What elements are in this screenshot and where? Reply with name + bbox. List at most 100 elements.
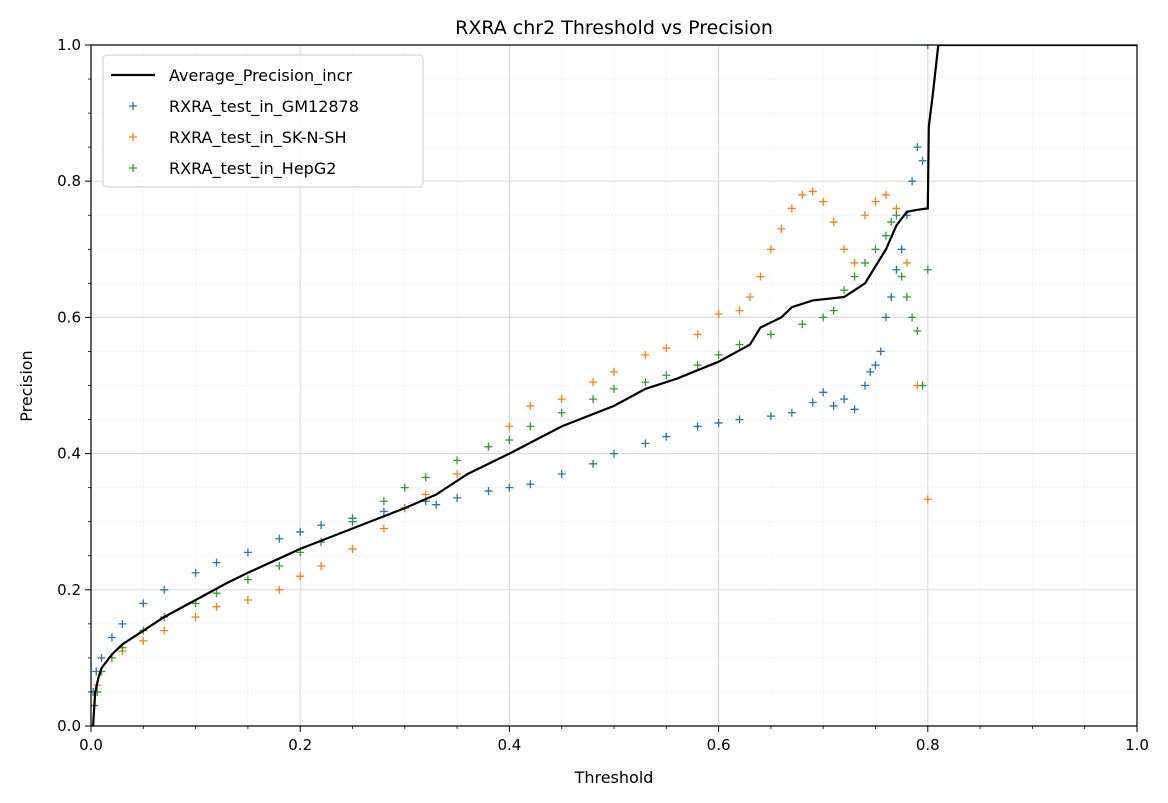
point-RXRA_test_in_GM12878 — [819, 388, 828, 397]
point-RXRA_test_in_GM12878 — [379, 507, 388, 516]
point-RXRA_test_in_GM12878 — [892, 265, 901, 274]
point-RXRA_test_in_SK-N-SH — [850, 258, 859, 267]
point-RXRA_test_in_GM12878 — [191, 568, 200, 577]
point-RXRA_test_in_HepG2 — [557, 408, 566, 417]
point-RXRA_test_in_SK-N-SH — [610, 367, 618, 376]
x-tick-label: 1.0 — [1125, 736, 1149, 754]
series-RXRA_test_in_HepG2 — [91, 211, 932, 710]
point-RXRA_test_in_SK-N-SH — [348, 544, 357, 553]
point-RXRA_test_in_SK-N-SH — [421, 490, 430, 499]
point-RXRA_test_in_SK-N-SH — [160, 626, 169, 635]
legend-label: RXRA_test_in_GM12878 — [169, 97, 359, 117]
line-Average_Precision_incr — [92, 45, 1137, 726]
point-RXRA_test_in_SK-N-SH — [379, 524, 388, 533]
point-RXRA_test_in_GM12878 — [714, 418, 723, 427]
point-RXRA_test_in_GM12878 — [897, 245, 906, 254]
point-RXRA_test_in_SK-N-SH — [505, 422, 514, 431]
x-axis-label: Threshold — [574, 768, 654, 787]
point-RXRA_test_in_HepG2 — [913, 327, 922, 336]
point-RXRA_test_in_GM12878 — [861, 381, 870, 390]
point-RXRA_test_in_HepG2 — [850, 272, 859, 281]
point-RXRA_test_in_HepG2 — [610, 384, 618, 393]
point-RXRA_test_in_HepG2 — [348, 517, 357, 526]
point-RXRA_test_in_HepG2 — [693, 361, 702, 370]
point-RXRA_test_in_SK-N-SH — [735, 306, 744, 315]
point-RXRA_test_in_SK-N-SH — [892, 204, 901, 213]
point-RXRA_test_in_HepG2 — [887, 218, 896, 227]
point-RXRA_test_in_SK-N-SH — [275, 585, 284, 594]
chart-title: RXRA chr2 Threshold vs Precision — [455, 17, 773, 39]
point-RXRA_test_in_GM12878 — [693, 422, 702, 431]
point-RXRA_test_in_SK-N-SH — [766, 245, 775, 254]
point-RXRA_test_in_SK-N-SH — [777, 224, 786, 233]
point-RXRA_test_in_HepG2 — [735, 340, 744, 349]
y-tick-label: 0.6 — [57, 308, 81, 326]
point-RXRA_test_in_SK-N-SH — [923, 495, 932, 504]
point-RXRA_test_in_HepG2 — [829, 306, 838, 315]
point-RXRA_test_in_GM12878 — [850, 405, 859, 414]
point-RXRA_test_in_SK-N-SH — [798, 190, 807, 199]
point-RXRA_test_in_SK-N-SH — [756, 272, 765, 281]
point-RXRA_test_in_HepG2 — [641, 378, 650, 387]
point-RXRA_test_in_SK-N-SH — [902, 258, 911, 267]
point-RXRA_test_in_GM12878 — [662, 432, 671, 441]
point-RXRA_test_in_GM12878 — [787, 408, 796, 417]
point-RXRA_test_in_SK-N-SH — [861, 211, 870, 220]
point-RXRA_test_in_SK-N-SH — [526, 401, 535, 410]
point-RXRA_test_in_GM12878 — [641, 439, 650, 448]
point-RXRA_test_in_GM12878 — [913, 143, 922, 152]
point-RXRA_test_in_GM12878 — [139, 599, 148, 608]
y-tick-label: 0.4 — [57, 445, 81, 463]
point-RXRA_test_in_HepG2 — [861, 258, 870, 267]
point-RXRA_test_in_GM12878 — [212, 558, 221, 567]
x-tick-label: 0.2 — [288, 736, 312, 754]
point-RXRA_test_in_SK-N-SH — [808, 187, 817, 196]
point-RXRA_test_in_HepG2 — [526, 422, 535, 431]
y-tick-label: 0.8 — [57, 172, 81, 190]
point-RXRA_test_in_GM12878 — [505, 483, 514, 492]
point-RXRA_test_in_HepG2 — [243, 575, 252, 584]
legend-box — [102, 54, 424, 188]
point-RXRA_test_in_HepG2 — [212, 589, 221, 598]
y-axis-label: Precision — [17, 350, 36, 421]
point-RXRA_test_in_GM12878 — [908, 177, 917, 186]
point-RXRA_test_in_GM12878 — [808, 398, 817, 407]
point-RXRA_test_in_HepG2 — [923, 265, 932, 274]
point-RXRA_test_in_SK-N-SH — [819, 197, 828, 206]
point-RXRA_test_in_HepG2 — [892, 211, 901, 220]
point-RXRA_test_in_SK-N-SH — [641, 350, 650, 359]
point-RXRA_test_in_HepG2 — [379, 497, 388, 506]
point-RXRA_test_in_GM12878 — [918, 156, 927, 165]
point-RXRA_test_in_HepG2 — [421, 473, 430, 482]
point-RXRA_test_in_GM12878 — [866, 367, 875, 376]
y-tick-label: 0.2 — [57, 581, 81, 599]
point-RXRA_test_in_SK-N-SH — [317, 561, 326, 570]
point-RXRA_test_in_SK-N-SH — [745, 292, 754, 301]
point-RXRA_test_in_HepG2 — [908, 313, 917, 322]
legend-marker-swatch — [129, 102, 137, 110]
point-RXRA_test_in_HepG2 — [918, 381, 927, 390]
point-RXRA_test_in_GM12878 — [589, 459, 598, 468]
point-RXRA_test_in_GM12878 — [317, 521, 326, 530]
point-RXRA_test_in_GM12878 — [871, 361, 880, 370]
point-RXRA_test_in_GM12878 — [735, 415, 744, 424]
point-RXRA_test_in_GM12878 — [766, 412, 775, 421]
series-RXRA_test_in_GM12878 — [91, 45, 932, 696]
point-RXRA_test_in_HepG2 — [662, 371, 671, 380]
point-RXRA_test_in_GM12878 — [610, 449, 618, 458]
point-RXRA_test_in_HepG2 — [881, 231, 890, 240]
point-RXRA_test_in_HepG2 — [798, 320, 807, 329]
point-RXRA_test_in_GM12878 — [160, 585, 169, 594]
legend-marker-swatch — [129, 133, 137, 141]
point-RXRA_test_in_SK-N-SH — [840, 245, 849, 254]
ticks: 0.0 0.2 0.4 0.6 0.8 1.0 0.0 0.2 0.4 0.6 0.8 1.0 — [57, 36, 1149, 754]
legend: Average_Precision_incr RXRA_test_in_GM128… — [102, 54, 424, 188]
legend-label: RXRA_test_in_SK-N-SH — [169, 128, 346, 148]
point-RXRA_test_in_SK-N-SH — [191, 613, 200, 622]
point-RXRA_test_in_HepG2 — [819, 313, 828, 322]
point-RXRA_test_in_HepG2 — [453, 456, 462, 465]
point-RXRA_test_in_GM12878 — [296, 527, 305, 536]
point-RXRA_test_in_HepG2 — [897, 272, 906, 281]
point-RXRA_test_in_SK-N-SH — [787, 204, 796, 213]
